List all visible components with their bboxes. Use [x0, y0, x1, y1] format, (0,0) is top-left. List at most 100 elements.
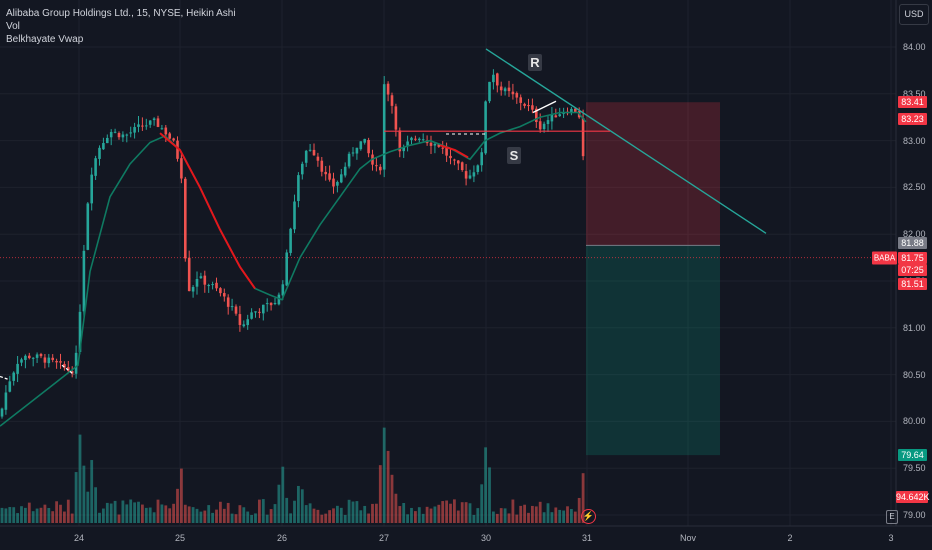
annotation-s[interactable]: S	[507, 147, 521, 164]
volume-bar	[16, 513, 19, 523]
volume-bar	[293, 500, 296, 523]
volume-bar	[129, 499, 133, 523]
volume-bar	[441, 501, 445, 523]
price-tick-label: 81.00	[903, 322, 926, 333]
volume-bar	[531, 505, 534, 523]
candle-body	[258, 311, 261, 313]
price-tick-label: 79.00	[903, 510, 926, 520]
volume-bar	[12, 507, 16, 523]
volume-bar	[511, 499, 515, 523]
candle-body	[421, 139, 425, 141]
candle-body	[129, 132, 132, 134]
volume-bar	[195, 508, 199, 523]
candle-body	[546, 120, 550, 125]
volume-bar	[102, 508, 105, 523]
volume-bar	[133, 502, 136, 523]
candle-body	[223, 293, 226, 297]
volume-bar	[503, 508, 507, 523]
candle-body	[121, 134, 125, 138]
volume-bar	[211, 512, 214, 523]
candle-body	[527, 105, 530, 107]
candle-body	[499, 86, 503, 91]
candle-body	[574, 108, 577, 113]
price-tag-entry: 81.88	[898, 237, 927, 249]
volume-bar	[433, 506, 437, 523]
volume-bar	[242, 507, 246, 523]
price-tick-label: 84.00	[903, 42, 926, 52]
candle-body	[343, 166, 347, 176]
volume-bar	[577, 497, 581, 523]
volume-bar	[24, 507, 27, 523]
volume-bar	[261, 499, 265, 523]
volume-bar	[74, 472, 78, 523]
volume-bar	[215, 509, 218, 523]
price-tick-label: 79.50	[903, 463, 926, 474]
volume-bar	[78, 434, 82, 523]
candle-body	[273, 302, 277, 304]
legend-vwap[interactable]: Belkhayate Vwap	[6, 34, 84, 45]
volume-bar	[328, 510, 331, 523]
candle-body	[418, 138, 421, 140]
volume-bar	[199, 511, 203, 523]
volume-bar	[492, 511, 495, 523]
volume-bar	[390, 474, 394, 523]
candle-body	[102, 143, 105, 150]
legend-title[interactable]: Alibaba Group Holdings Ltd., 15, NYSE, H…	[6, 8, 236, 19]
volume-bar	[207, 505, 211, 523]
candle-body	[460, 162, 464, 171]
time-tick-label: 27	[378, 533, 390, 543]
volume-bar	[308, 503, 312, 523]
volume-bar	[39, 507, 43, 523]
volume-bar	[0, 507, 4, 523]
price-tag-target: 79.64	[898, 449, 927, 461]
volume-bar	[542, 512, 546, 523]
volume-bar	[289, 513, 292, 523]
time-tick-label: Nov	[679, 533, 697, 543]
price-tick-label: 83.00	[903, 135, 926, 146]
volume-bar	[375, 503, 378, 523]
volume-bar	[453, 499, 456, 523]
candle-body	[55, 361, 58, 363]
candle-body	[464, 171, 468, 179]
volume-bar	[105, 502, 109, 523]
candle-body	[410, 137, 413, 141]
volume-bar	[109, 503, 113, 523]
candle-body	[515, 93, 519, 98]
price-tag-stop-2: 83.23	[898, 113, 927, 125]
currency-button[interactable]: USD	[899, 4, 929, 25]
volume-bar	[402, 502, 406, 523]
volume-bar	[226, 502, 230, 523]
volume-bar	[527, 512, 530, 523]
candle-body	[24, 355, 27, 360]
volume-bar	[371, 503, 374, 523]
volume-bar	[534, 506, 538, 523]
volume-bar	[304, 505, 308, 523]
volume-bar	[495, 513, 499, 523]
candle-body	[386, 83, 390, 95]
candle-body	[195, 279, 199, 287]
volume-bar	[164, 505, 168, 523]
price-tick-label: 82.00	[903, 229, 926, 240]
earnings-icon[interactable]: E	[886, 510, 898, 524]
candle-body	[523, 103, 526, 106]
volume-bar	[47, 507, 51, 523]
volume-bar	[121, 500, 125, 523]
annotation-r[interactable]: R	[528, 54, 542, 71]
candle-body	[246, 319, 249, 326]
volume-bar	[82, 465, 86, 523]
price-tag-countdown: 07:25	[898, 264, 927, 276]
volume-bar	[277, 484, 281, 523]
candle-body	[226, 297, 230, 307]
candle-body	[542, 123, 546, 130]
candle-body	[484, 101, 487, 154]
volume-bar	[324, 513, 328, 523]
price-tick-label: 82.50	[903, 182, 926, 193]
legend-vol[interactable]: Vol	[6, 21, 20, 32]
candle-body	[301, 163, 304, 175]
volume-bar	[367, 513, 370, 523]
volume-bar	[456, 510, 460, 523]
lightning-icon[interactable]: ⚡	[581, 509, 596, 524]
candle-body	[145, 125, 148, 127]
volume-bar	[476, 508, 480, 523]
